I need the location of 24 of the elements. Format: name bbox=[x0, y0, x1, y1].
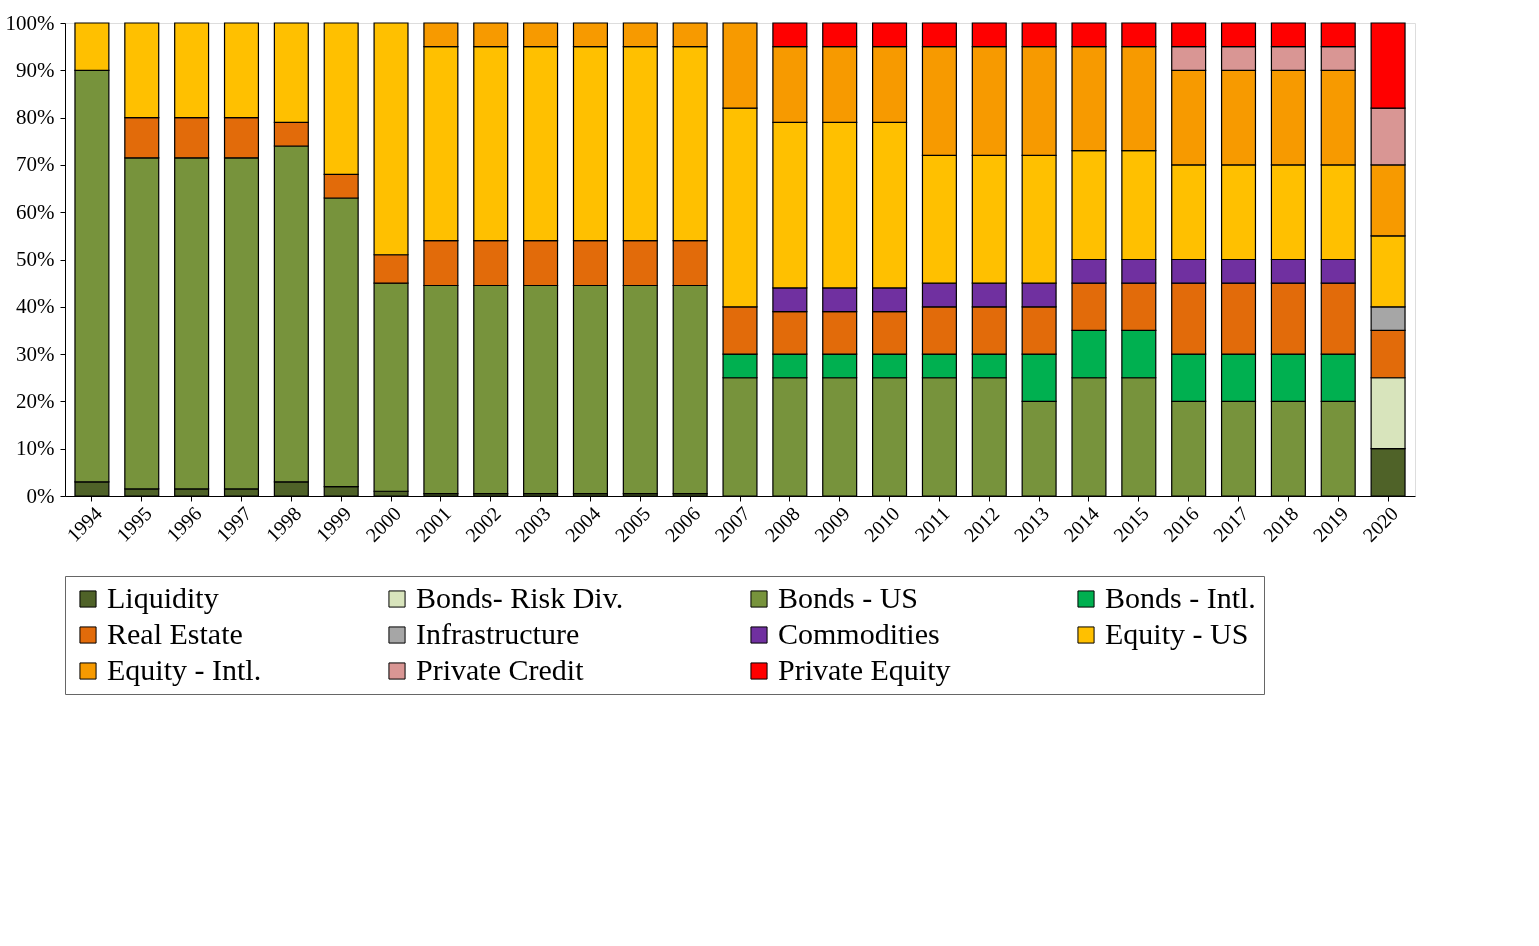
y-tick-label: 0% bbox=[26, 483, 55, 508]
legend-label: Bonds- Risk Div. bbox=[416, 581, 624, 614]
legend-label: Equity - Intl. bbox=[107, 653, 262, 686]
legend-label: Real Estate bbox=[107, 617, 243, 650]
y-tick-label: 20% bbox=[16, 388, 55, 413]
x-tick-label: 2011 bbox=[910, 502, 954, 546]
legend-label: Equity - US bbox=[1105, 617, 1249, 650]
y-tick-label: 60% bbox=[16, 199, 55, 224]
y-tick-label: 100% bbox=[5, 10, 55, 35]
legend-label: Private Equity bbox=[778, 653, 951, 686]
legend-label: Commodities bbox=[778, 617, 940, 650]
legend-label: Bonds - Intl. bbox=[1105, 581, 1256, 614]
legend-label: Liquidity bbox=[107, 581, 219, 614]
y-tick-label: 30% bbox=[16, 341, 55, 366]
legend-label: Private Credit bbox=[416, 653, 585, 686]
legend-label: Bonds - US bbox=[778, 581, 919, 614]
y-tick-label: 50% bbox=[16, 247, 55, 271]
x-tick-label: 1999 bbox=[311, 502, 356, 546]
y-tick-label: 40% bbox=[16, 294, 55, 319]
y-tick-label: 80% bbox=[16, 105, 55, 130]
y-tick-label: 90% bbox=[16, 57, 55, 82]
legend-label: Infrastructure bbox=[416, 617, 580, 650]
y-tick-label: 10% bbox=[16, 436, 55, 461]
y-tick-label: 70% bbox=[16, 152, 55, 177]
